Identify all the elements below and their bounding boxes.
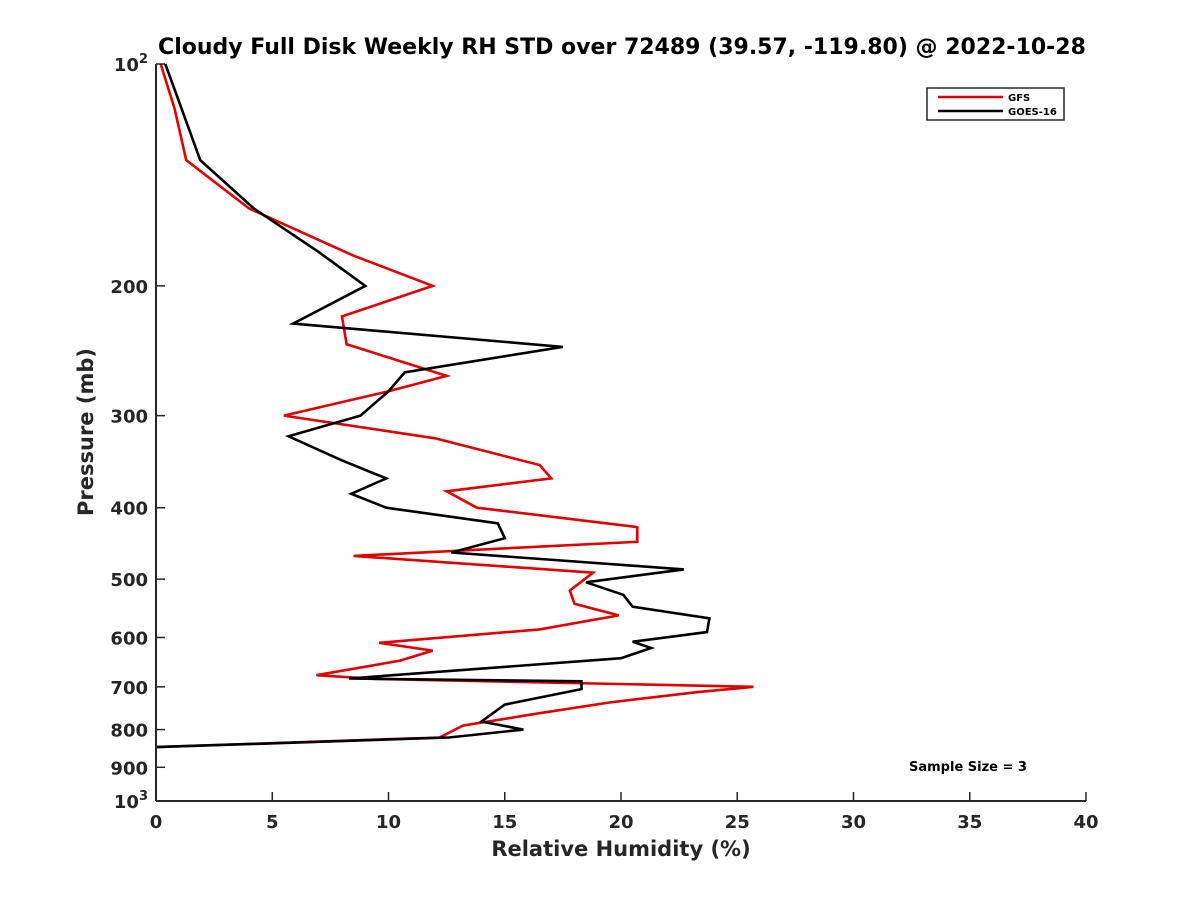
legend: GFS GOES-16 xyxy=(926,87,1065,121)
plot-lines xyxy=(155,63,754,749)
legend-label-gfs: GFS xyxy=(1008,93,1030,104)
y-tick-label: 400 xyxy=(110,499,148,520)
x-tick-label: 35 xyxy=(957,812,982,833)
x-tick-label: 15 xyxy=(492,812,517,833)
y-tick-label: 300 xyxy=(110,407,148,428)
x-tick-label: 40 xyxy=(1073,812,1098,833)
x-tick-label: 10 xyxy=(376,812,401,833)
y-tick-label: 600 xyxy=(110,628,148,649)
x-tick-label: 20 xyxy=(608,812,633,833)
y-tick-label: 103 xyxy=(114,789,148,813)
x-tick-label: 25 xyxy=(725,812,750,833)
y-ticks: 102 200 300 400 500 600 700 800 900 103 xyxy=(110,52,165,813)
y-tick-label: 800 xyxy=(110,721,148,742)
legend-box xyxy=(926,87,1065,121)
x-tick-label: 0 xyxy=(150,812,163,833)
x-tick-label: 30 xyxy=(841,812,866,833)
chart-title: Cloudy Full Disk Weekly RH STD over 7248… xyxy=(158,35,1086,60)
sample-size-annotation: Sample Size = 3 xyxy=(909,760,1027,775)
y-tick-label: 900 xyxy=(110,758,148,779)
legend-label-goes-16: GOES-16 xyxy=(1008,107,1057,118)
y-tick-label: 700 xyxy=(110,678,148,699)
series-line-goes-16 xyxy=(155,63,711,749)
y-tick-label: 200 xyxy=(110,277,148,298)
x-ticks: 0 5 10 15 20 25 30 35 40 xyxy=(150,792,1099,833)
y-tick-label: 102 xyxy=(114,52,148,76)
series-line-gfs xyxy=(155,63,754,749)
x-axis-label: Relative Humidity (%) xyxy=(491,837,750,861)
y-axis-label: Pressure (mb) xyxy=(74,348,98,516)
axes: 0 5 10 15 20 25 30 35 40 102 200 300 400 500 600 700 80… xyxy=(110,52,1098,833)
x-tick-label: 5 xyxy=(266,812,279,833)
y-tick-label: 500 xyxy=(110,570,148,591)
